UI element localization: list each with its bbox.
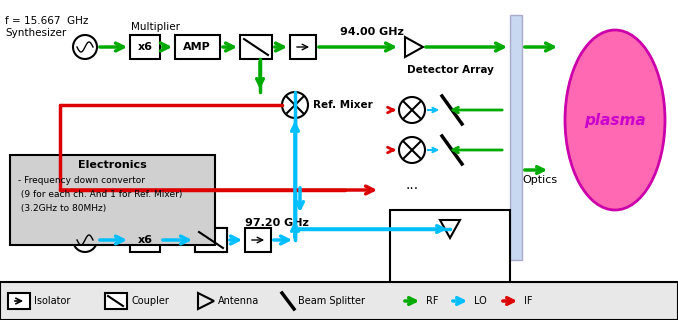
Text: (9 for each ch. And 1 for Ref. Mixer): (9 for each ch. And 1 for Ref. Mixer) [18, 189, 182, 198]
Text: RF: RF [426, 296, 439, 306]
FancyBboxPatch shape [195, 228, 227, 252]
Text: IF: IF [524, 296, 532, 306]
FancyBboxPatch shape [390, 210, 510, 320]
Text: Ref. Mixer: Ref. Mixer [313, 100, 373, 110]
Text: Antenna: Antenna [218, 296, 259, 306]
Text: 97.20 GHz: 97.20 GHz [245, 218, 309, 228]
Text: ...: ... [405, 178, 418, 192]
FancyBboxPatch shape [0, 282, 678, 320]
Text: plasma: plasma [584, 113, 646, 127]
Text: x6: x6 [138, 42, 153, 52]
FancyBboxPatch shape [8, 293, 30, 309]
FancyBboxPatch shape [195, 228, 227, 252]
Text: Beam Splitter: Beam Splitter [298, 296, 365, 306]
FancyBboxPatch shape [130, 228, 160, 252]
FancyBboxPatch shape [245, 228, 271, 252]
Text: x6: x6 [138, 235, 153, 245]
FancyBboxPatch shape [510, 15, 522, 260]
Text: Detector Array: Detector Array [407, 65, 494, 75]
FancyBboxPatch shape [290, 35, 316, 59]
Text: Isolator: Isolator [34, 296, 71, 306]
FancyBboxPatch shape [105, 293, 127, 309]
Text: 94.00 GHz: 94.00 GHz [340, 27, 404, 37]
FancyBboxPatch shape [10, 155, 215, 245]
Text: Electronics: Electronics [77, 160, 146, 170]
Text: Optics: Optics [523, 175, 557, 185]
Text: AMP: AMP [183, 42, 211, 52]
FancyBboxPatch shape [175, 35, 220, 59]
Ellipse shape [565, 30, 665, 210]
Text: Coupler: Coupler [131, 296, 169, 306]
Text: - Frequency down convertor: - Frequency down convertor [18, 175, 145, 185]
Text: f = 15.667  GHz
Synthesizer: f = 15.667 GHz Synthesizer [5, 16, 88, 38]
Text: (3.2GHz to 80MHz): (3.2GHz to 80MHz) [18, 204, 106, 212]
Text: Multiplier: Multiplier [130, 22, 180, 32]
FancyBboxPatch shape [240, 35, 272, 59]
Text: LO: LO [474, 296, 487, 306]
FancyBboxPatch shape [130, 35, 160, 59]
